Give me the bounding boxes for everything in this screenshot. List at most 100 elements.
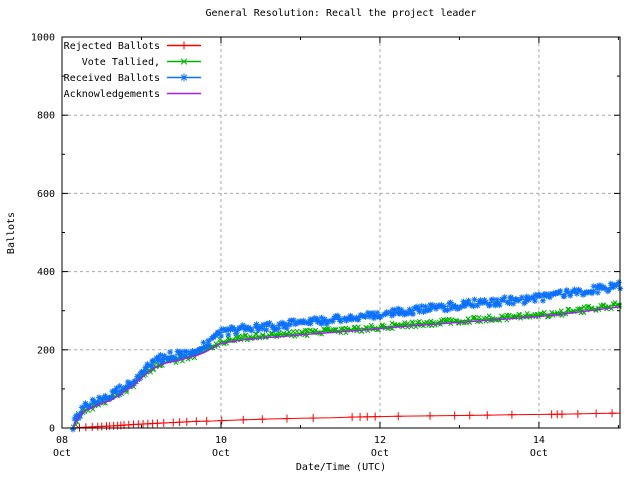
star-marker bbox=[225, 332, 231, 338]
star-marker bbox=[87, 403, 93, 409]
star-marker bbox=[490, 296, 496, 303]
cross-marker bbox=[302, 327, 309, 333]
cross-marker bbox=[90, 406, 96, 412]
cross-marker bbox=[247, 334, 253, 340]
cross-marker bbox=[343, 325, 349, 331]
y-axis-title: Ballots bbox=[6, 212, 17, 254]
series-layer bbox=[69, 279, 624, 433]
cross-marker bbox=[534, 311, 540, 317]
cross-marker bbox=[325, 325, 331, 331]
cross-marker bbox=[268, 331, 274, 337]
cross-marker bbox=[410, 320, 416, 326]
cross-marker bbox=[313, 327, 319, 333]
star-marker bbox=[494, 297, 500, 303]
star-marker bbox=[390, 307, 396, 313]
star-marker bbox=[519, 294, 525, 300]
star-marker bbox=[307, 321, 314, 327]
star-marker bbox=[260, 322, 266, 328]
star-marker bbox=[125, 379, 131, 385]
star-marker bbox=[540, 298, 546, 304]
cross-marker bbox=[578, 306, 584, 312]
cross-marker bbox=[575, 306, 581, 312]
star-marker bbox=[132, 378, 138, 384]
cross-marker bbox=[180, 58, 188, 65]
cross-marker bbox=[381, 323, 387, 329]
cross-marker bbox=[290, 328, 296, 334]
star-marker bbox=[465, 301, 471, 307]
y-tick-label: 600 bbox=[37, 189, 55, 200]
star-marker bbox=[546, 291, 552, 297]
cross-marker bbox=[500, 314, 506, 320]
legend-label-tallied: Vote Tallied, bbox=[82, 57, 160, 68]
cross-marker bbox=[355, 324, 361, 330]
cross-marker bbox=[369, 324, 375, 330]
cross-marker bbox=[233, 334, 239, 340]
star-marker bbox=[92, 399, 98, 405]
star-marker bbox=[378, 314, 384, 320]
cross-marker bbox=[600, 302, 606, 308]
star-marker bbox=[348, 314, 354, 320]
cross-marker bbox=[405, 320, 411, 327]
cross-marker bbox=[541, 309, 547, 315]
x-tick-label-month: Oct bbox=[53, 448, 71, 459]
cross-marker bbox=[345, 326, 351, 332]
star-marker bbox=[453, 303, 459, 310]
legend-label-rejected: Rejected Ballots bbox=[64, 41, 160, 52]
star-marker bbox=[113, 385, 120, 391]
star-marker bbox=[275, 326, 281, 332]
cross-marker bbox=[379, 323, 385, 329]
star-marker bbox=[90, 397, 96, 403]
star-marker bbox=[312, 315, 318, 321]
star-marker bbox=[395, 306, 401, 312]
star-marker bbox=[254, 321, 260, 327]
star-marker bbox=[502, 294, 508, 300]
star-marker bbox=[441, 303, 447, 309]
star-marker bbox=[257, 324, 263, 330]
star-marker bbox=[218, 333, 224, 339]
star-marker bbox=[561, 293, 567, 299]
star-marker bbox=[471, 303, 477, 309]
star-marker bbox=[557, 288, 563, 294]
cross-marker bbox=[486, 313, 492, 319]
cross-marker bbox=[586, 303, 592, 309]
star-marker bbox=[260, 326, 266, 332]
star-marker bbox=[201, 340, 207, 346]
star-marker bbox=[319, 315, 325, 321]
star-marker bbox=[482, 297, 488, 303]
star-marker bbox=[113, 388, 119, 394]
star-marker bbox=[220, 326, 226, 332]
legend: Rejected Ballots Vote Tallied, Received … bbox=[64, 41, 201, 100]
star-marker bbox=[281, 321, 287, 327]
star-marker bbox=[591, 283, 597, 289]
cross-marker bbox=[428, 318, 434, 324]
star-marker bbox=[118, 388, 124, 394]
cross-marker bbox=[443, 317, 449, 323]
star-marker bbox=[117, 383, 123, 389]
y-tick-label: 800 bbox=[37, 111, 55, 122]
x-tick-label-month: Oct bbox=[530, 448, 548, 459]
x-tick-label-day: 14 bbox=[533, 435, 545, 446]
star-marker bbox=[157, 352, 163, 358]
star-marker bbox=[322, 316, 328, 322]
cross-marker bbox=[307, 327, 313, 333]
series-plus bbox=[73, 409, 621, 432]
cross-marker bbox=[465, 316, 471, 322]
cross-marker bbox=[517, 312, 523, 318]
cross-marker bbox=[124, 389, 130, 395]
star-marker bbox=[528, 294, 534, 300]
star-marker bbox=[564, 288, 570, 294]
cross-marker bbox=[286, 329, 292, 335]
star-marker bbox=[205, 338, 211, 344]
star-marker bbox=[335, 314, 341, 320]
y-tick-label: 1000 bbox=[31, 33, 55, 44]
chart-title: General Resolution: Recall the project l… bbox=[206, 8, 477, 19]
cross-marker bbox=[273, 331, 279, 337]
star-marker bbox=[423, 303, 429, 309]
star-marker bbox=[78, 410, 84, 416]
star-marker bbox=[415, 305, 421, 312]
star-marker bbox=[198, 346, 204, 352]
star-marker bbox=[536, 292, 542, 298]
series-line bbox=[72, 306, 621, 428]
